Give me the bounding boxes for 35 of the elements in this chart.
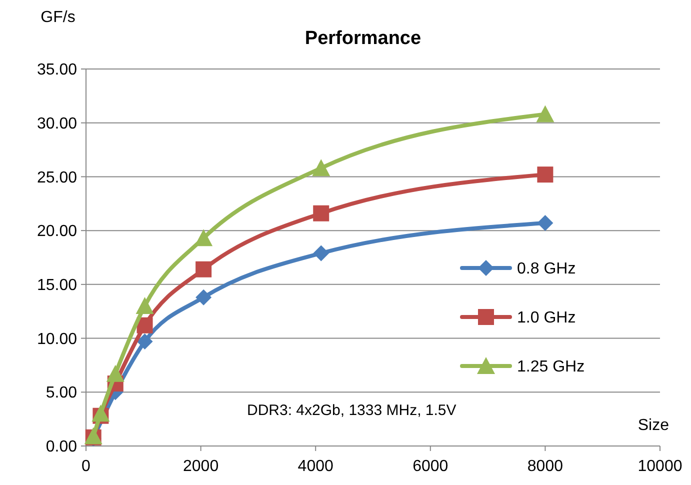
legend-label: 1.25 GHz <box>517 358 585 376</box>
y-tick-label: 25.00 <box>36 169 78 186</box>
y-tick-label: 30.00 <box>36 115 78 132</box>
x-axis-title: Size <box>638 417 670 434</box>
point <box>313 205 330 222</box>
point <box>196 261 212 278</box>
x-tick-label: 0 <box>82 458 91 475</box>
legend-label: 0.8 GHz <box>517 260 576 278</box>
x-tick-label: 6000 <box>412 458 448 475</box>
y-tick-label: 15.00 <box>36 277 78 294</box>
point <box>136 296 154 314</box>
chart-title: Performance <box>304 28 422 49</box>
x-tick-label: 4000 <box>298 458 334 475</box>
x-tick-label: 2000 <box>183 458 219 475</box>
y-tick-label: 5.00 <box>46 384 78 402</box>
point <box>136 317 153 334</box>
y-tick-label: 0.00 <box>46 438 78 456</box>
point <box>313 245 330 262</box>
y-tick-label: 35.00 <box>36 62 78 79</box>
point <box>312 159 330 176</box>
point <box>136 334 153 350</box>
point <box>106 364 124 382</box>
annotation: DDR3: 4x2Gb, 1333 MHz, 1.5V <box>247 402 456 419</box>
y-tick-label: 10.00 <box>36 330 78 348</box>
point <box>92 404 110 422</box>
point <box>537 215 554 232</box>
x-tick-label: 8000 <box>527 458 564 475</box>
point <box>194 229 213 246</box>
y-tick-label: 20.00 <box>36 223 78 240</box>
point <box>537 166 554 183</box>
point <box>196 289 212 306</box>
point <box>536 105 554 122</box>
x-tick-label: 10000 <box>638 458 682 475</box>
legend-label: 1.0 GHz <box>517 310 576 327</box>
y-axis-title: GF/s <box>40 9 76 26</box>
